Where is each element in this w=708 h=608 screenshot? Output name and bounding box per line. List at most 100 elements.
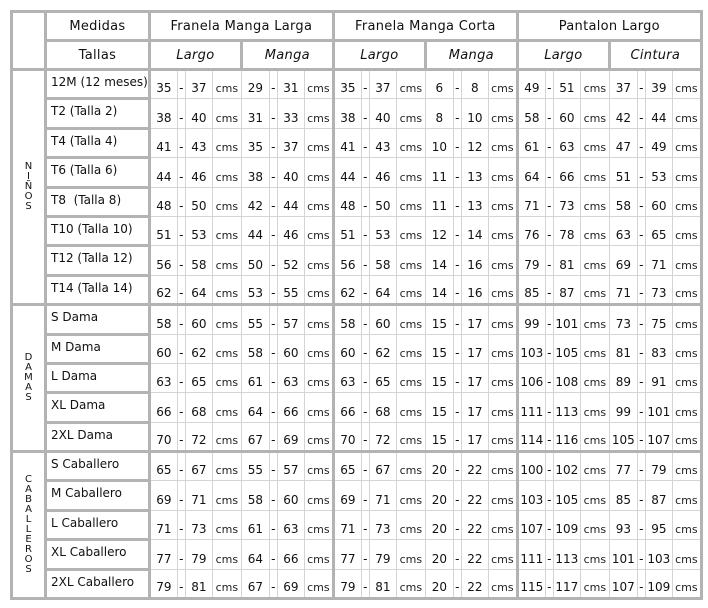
measure-to: 37 (184, 68, 213, 100)
measure-unit: cms (579, 539, 610, 570)
measure-from: 44 (331, 157, 362, 188)
measure-unit: cms (303, 451, 334, 482)
measure-unit: cms (395, 157, 426, 188)
section-label: CABALLEROS (23, 473, 34, 574)
measure-separator: - (360, 568, 370, 601)
size-row: T14 (Talla 14) 62-64 cms 53-55 cms 62-64 cms 14… (12, 273, 703, 307)
group-header-pantalon-largo: Pantalon Largo (515, 10, 703, 42)
measure-separator: - (544, 480, 554, 511)
measure-to: 63 (552, 127, 581, 159)
talla-label: T10 (Talla 10) (44, 214, 151, 248)
size-row: M Dama 60-62 cms 58-60 cms 60-62 cms 15-17 cms 10… (12, 332, 703, 365)
measure-from: 71 (331, 509, 362, 541)
measure-separator: - (452, 333, 462, 364)
measure-unit: cms (303, 362, 334, 394)
measure-to: 17 (460, 421, 489, 454)
measure-unit: cms (303, 539, 334, 570)
measure-separator: - (636, 362, 646, 394)
measure-separator: - (544, 392, 554, 423)
measure-separator: - (268, 215, 278, 247)
size-row: T10 (Talla 10) 51-53 cms 44-46 cms 51-53 cms 12… (12, 214, 703, 248)
measure-to: 62 (184, 333, 213, 364)
measure-to: 58 (368, 245, 397, 276)
measure-to: 67 (184, 451, 213, 482)
measure-to: 95 (644, 509, 673, 541)
measure-from: 79 (147, 568, 178, 601)
measure-from: 11 (424, 157, 454, 188)
measure-to: 83 (644, 333, 673, 364)
measure-unit: cms (303, 568, 334, 601)
measure-to: 57 (276, 451, 305, 482)
measure-unit: cms (395, 539, 426, 570)
measure-to: 68 (184, 392, 213, 423)
measure-to: 65 (368, 362, 397, 394)
measure-unit: cms (579, 451, 610, 482)
measure-unit: cms (487, 98, 518, 129)
measure-unit: cms (487, 245, 518, 276)
measure-from: 103 (515, 333, 546, 364)
measure-separator: - (544, 304, 554, 335)
talla-label: 2XL Caballero (44, 567, 151, 601)
measure-from: 14 (424, 245, 454, 276)
measure-from: 15 (424, 392, 454, 423)
measure-unit: cms (303, 127, 334, 159)
talla-label: M Caballero (44, 479, 151, 512)
measure-unit: cms (303, 245, 334, 276)
measure-unit: cms (671, 451, 703, 482)
measure-from: 77 (608, 451, 638, 482)
measure-unit: cms (303, 186, 334, 217)
measure-unit: cms (211, 333, 242, 364)
measure-unit: cms (579, 68, 610, 100)
measure-separator: - (452, 362, 462, 394)
measure-to: 65 (184, 362, 213, 394)
measure-separator: - (452, 274, 462, 307)
size-chart-table: Medidas Franela Manga Larga Franela Mang… (10, 10, 703, 601)
measure-to: 14 (460, 215, 489, 247)
group-header-franela-manga-larga: Franela Manga Larga (147, 10, 335, 42)
measure-unit: cms (579, 333, 610, 364)
measure-from: 66 (331, 392, 362, 423)
talla-label: T14 (Talla 14) (44, 273, 151, 307)
measure-from: 69 (608, 245, 638, 276)
measure-separator: - (636, 304, 646, 335)
measure-unit: cms (671, 127, 703, 159)
measure-to: 62 (368, 333, 397, 364)
measure-unit: cms (671, 68, 703, 100)
measure-separator: - (268, 186, 278, 217)
measure-from: 35 (331, 68, 362, 100)
measure-from: 115 (515, 568, 546, 601)
measure-from: 62 (331, 274, 362, 307)
measure-unit: cms (211, 568, 242, 601)
measure-from: 67 (240, 421, 270, 454)
measure-separator: - (636, 98, 646, 129)
measure-from: 111 (515, 392, 546, 423)
measure-separator: - (544, 68, 554, 100)
measure-from: 58 (147, 304, 178, 335)
measure-from: 58 (331, 304, 362, 335)
measure-to: 12 (460, 127, 489, 159)
measure-to: 69 (276, 568, 305, 601)
measure-from: 15 (424, 362, 454, 394)
size-row: T8 (Talla 8) 48-50 cms 42-44 cms 48-50 cms 11-1… (12, 185, 703, 218)
measure-separator: - (176, 186, 186, 217)
measure-from: 93 (608, 509, 638, 541)
measure-from: 47 (608, 127, 638, 159)
measure-unit: cms (487, 392, 518, 423)
measure-separator: - (452, 215, 462, 247)
measure-unit: cms (671, 362, 703, 394)
measure-unit: cms (395, 215, 426, 247)
measure-separator: - (544, 509, 554, 541)
measure-unit: cms (671, 480, 703, 511)
measure-to: 69 (276, 421, 305, 454)
measure-unit: cms (487, 215, 518, 247)
measure-unit: cms (671, 509, 703, 541)
measure-to: 78 (552, 215, 581, 247)
measure-from: 100 (515, 451, 546, 482)
measure-separator: - (452, 186, 462, 217)
talla-label: XL Caballero (44, 538, 151, 571)
measure-separator: - (268, 509, 278, 541)
measure-separator: - (636, 186, 646, 217)
measure-unit: cms (579, 98, 610, 129)
measure-from: 10 (424, 127, 454, 159)
measure-separator: - (452, 509, 462, 541)
